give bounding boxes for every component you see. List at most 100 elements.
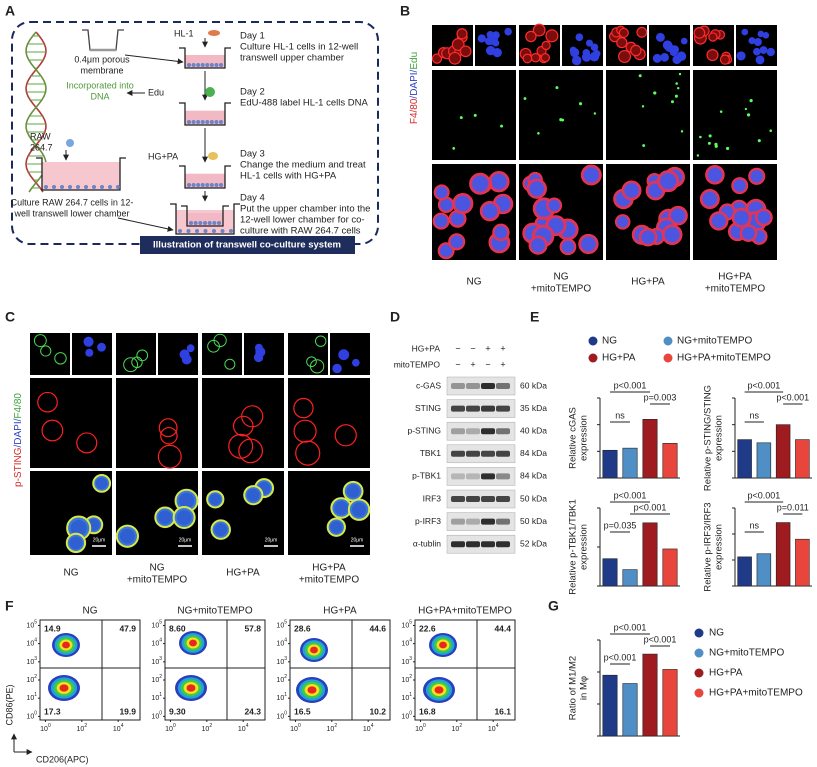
y-tick-label: 104 [151, 638, 162, 648]
flow-plot [414, 619, 516, 721]
density [186, 684, 196, 692]
band [496, 473, 510, 480]
density [59, 684, 69, 692]
dot [555, 86, 559, 90]
lower-chamber [170, 203, 240, 235]
significance-label: ns [615, 410, 625, 420]
band-name: α-tublin [413, 538, 441, 548]
legend-marker [663, 336, 673, 346]
y-axis-label: Relative p-TBK1/TBK1 [568, 499, 579, 595]
scale-label: 20μm [265, 537, 278, 543]
tick-base: 10 [202, 726, 210, 733]
cell [618, 27, 629, 38]
micrograph [288, 333, 328, 375]
cell [60, 185, 64, 189]
cell [33, 334, 47, 348]
cell [52, 185, 56, 189]
significance-label: p<0.001 [747, 490, 780, 500]
panel-letter: B [400, 3, 410, 19]
step-text: transwell upper chamber [240, 53, 344, 64]
bar [775, 424, 791, 479]
y-tick-label: 100 [401, 711, 412, 721]
tick-exponent: 0 [34, 711, 37, 717]
nucleus [585, 39, 593, 47]
cell [158, 418, 178, 438]
micrograph [158, 333, 198, 375]
band [481, 383, 495, 389]
nucleus [590, 43, 599, 52]
dot [696, 154, 700, 157]
cell [525, 30, 537, 43]
tick-base: 10 [415, 726, 423, 733]
legend-label: NG+mitoTEMPO [677, 336, 753, 347]
cell [37, 391, 58, 413]
cell [214, 120, 219, 124]
density [189, 639, 197, 647]
cell [191, 63, 196, 67]
bar [756, 442, 772, 479]
cell [219, 63, 223, 67]
significance-label: p<0.001 [604, 652, 637, 662]
cell [157, 444, 182, 469]
band-name: p-TBK1 [412, 471, 441, 481]
cell [541, 40, 551, 51]
tick-base: 10 [452, 726, 460, 733]
stain-part: Edu [409, 52, 420, 70]
tick-base: 10 [276, 713, 284, 720]
dot [746, 113, 751, 117]
nucleus [766, 47, 775, 57]
band-size: 50 kDa [520, 493, 547, 503]
band [496, 496, 510, 502]
cell [68, 185, 72, 189]
tick-base: 10 [113, 726, 121, 733]
nucleus [504, 27, 512, 36]
quadrant-value: 17.3 [44, 706, 61, 716]
cell [451, 38, 465, 51]
flow-plot [289, 619, 391, 721]
cell [198, 221, 203, 225]
cell [459, 45, 472, 58]
band [496, 383, 510, 389]
density [62, 641, 70, 649]
panel-letter: E [530, 309, 539, 325]
tick-exponent: 0 [159, 711, 162, 717]
arrow [117, 217, 174, 232]
tick-exponent: 2 [84, 723, 87, 729]
stain-label: F4/80/DAPI/Edu [409, 52, 420, 124]
band [466, 473, 480, 480]
dot [537, 131, 540, 135]
nucleus [750, 170, 763, 183]
cell [532, 23, 546, 37]
quadrant-value: 44.4 [494, 623, 511, 633]
cell [191, 120, 196, 124]
significance-label: ns [749, 520, 759, 530]
nucleus [85, 348, 94, 357]
legend-label: HG+PA [709, 668, 743, 679]
tick-base: 10 [26, 640, 34, 647]
y-axis-label: Relative p-STING/STING [703, 385, 714, 491]
legend-label: HG+PA+mitoTEMPO [677, 353, 771, 364]
tick-base: 10 [401, 640, 409, 647]
chamber [179, 47, 231, 69]
band [481, 473, 495, 480]
legend-marker [588, 336, 598, 346]
band [466, 428, 480, 435]
significance-label: p<0.001 [634, 502, 667, 512]
tick-base: 10 [401, 677, 409, 684]
cell [213, 333, 227, 348]
group-label: +mitoTEMPO [127, 575, 188, 586]
nucleus [734, 210, 749, 225]
panel-letter: D [390, 309, 400, 325]
dot [680, 130, 684, 133]
nucleus [753, 47, 761, 56]
tick-base: 10 [77, 726, 85, 733]
quadrant-value: 24.3 [244, 706, 261, 716]
bar [795, 538, 810, 587]
cell [92, 185, 96, 189]
panel-letter: A [5, 3, 15, 19]
cell [195, 229, 199, 233]
arrow [124, 54, 184, 65]
tick-exponent: 1 [159, 693, 162, 699]
y-axis-label: expression [714, 415, 725, 461]
plot-title: NG+mitoTEMPO [177, 606, 253, 617]
